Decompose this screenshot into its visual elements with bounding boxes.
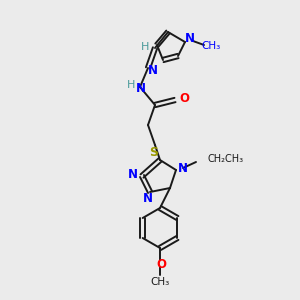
Text: CH₃: CH₃ [201,41,220,51]
Text: N: N [143,193,153,206]
Text: S: S [149,146,158,158]
Text: N: N [185,32,195,46]
Text: N: N [128,169,138,182]
Text: CH₃: CH₃ [150,277,170,287]
Text: H: H [127,80,135,90]
Text: N: N [148,64,158,77]
Text: O: O [179,92,189,106]
Text: N: N [178,161,188,175]
Text: CH₂CH₃: CH₂CH₃ [208,154,244,164]
Text: N: N [136,82,146,95]
Text: H: H [141,42,149,52]
Text: O: O [156,257,166,271]
